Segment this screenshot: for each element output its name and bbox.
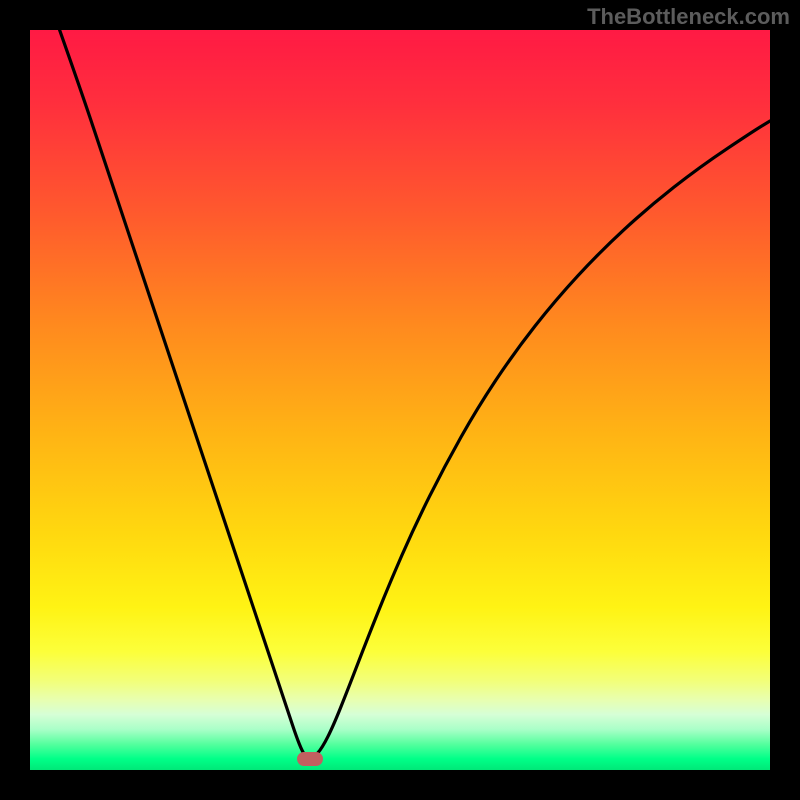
chart-canvas: TheBottleneck.com — [0, 0, 800, 800]
bottleneck-curve — [60, 30, 770, 759]
plot-area — [30, 30, 770, 770]
curve-layer — [30, 30, 770, 770]
watermark-text: TheBottleneck.com — [587, 4, 790, 30]
optimal-point-marker — [297, 752, 323, 766]
